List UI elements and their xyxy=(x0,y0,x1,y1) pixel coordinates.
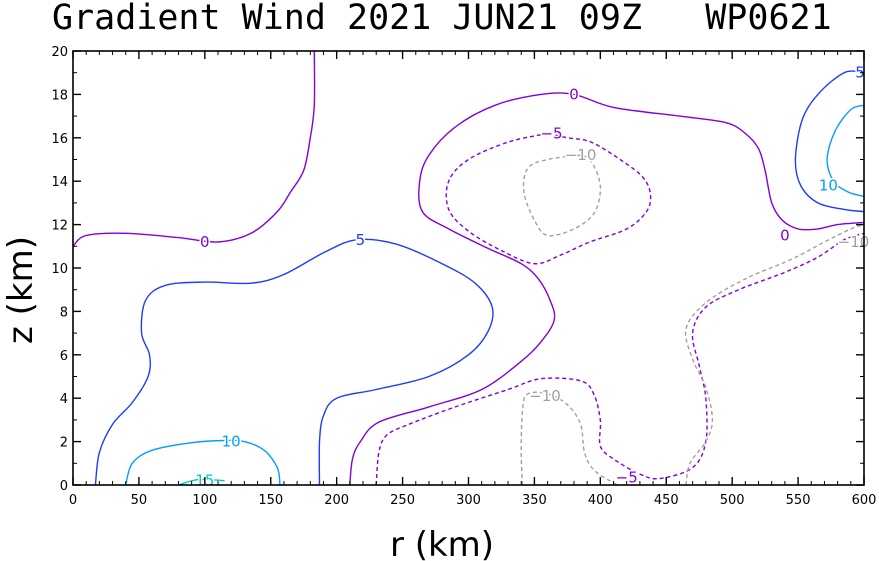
contour-line-cm10_right xyxy=(684,223,865,486)
contour-label-5: 10 xyxy=(222,433,241,451)
contour-line-c5_left xyxy=(94,238,494,486)
x-tick-label: 500 xyxy=(720,493,745,508)
contour-line-cm10_upper xyxy=(522,154,602,237)
contour-label-9: −5 xyxy=(616,468,638,486)
contour-label-8: −5 xyxy=(540,124,562,142)
contour-label-1: 0 xyxy=(569,85,579,103)
contour-label-12: −10 xyxy=(838,233,870,251)
x-tick-label: 400 xyxy=(588,493,613,508)
x-tick-label: 150 xyxy=(258,493,283,508)
y-tick-label: 12 xyxy=(51,219,68,234)
y-axis-ticks: 0 2 4 6 8 10 12 14 16 18 20 xyxy=(51,45,864,494)
contour-line-c0_upper_left xyxy=(72,50,316,247)
contour-label-0: 0 xyxy=(200,233,210,251)
contour-label-3: 5 xyxy=(356,231,366,249)
contour-label-2: 0 xyxy=(780,226,790,244)
y-axis-label: z (km) xyxy=(1,236,41,344)
x-tick-label: 200 xyxy=(324,493,349,508)
contour-line-c15_bottom xyxy=(178,478,225,486)
x-tick-label: 600 xyxy=(852,493,877,508)
x-tick-label: 450 xyxy=(654,493,679,508)
x-tick-label: 300 xyxy=(456,493,481,508)
contour-label-11: −10 xyxy=(529,387,561,405)
y-tick-label: 2 xyxy=(60,436,68,451)
y-tick-label: 20 xyxy=(51,45,68,60)
x-tick-label: 250 xyxy=(390,493,415,508)
y-tick-label: 10 xyxy=(51,262,68,277)
x-axis-ticks: 0 50 100 150 200 250 300 350 400 450 500 550 600 xyxy=(69,51,877,508)
contour-line-cm10_lower xyxy=(520,391,621,486)
contour-layer xyxy=(72,50,865,486)
x-tick-label: 0 xyxy=(69,493,77,508)
contour-line-cm5_lower xyxy=(375,232,865,486)
y-tick-label: 0 xyxy=(60,479,68,494)
contour-line-c10_upper_right xyxy=(826,104,865,198)
contour-line-c5_upper_right xyxy=(794,70,865,213)
contour-line-c10_bottom xyxy=(125,439,281,486)
y-tick-label: 16 xyxy=(51,132,68,147)
x-tick-label: 100 xyxy=(192,493,217,508)
contour-line-cm5_upper xyxy=(445,132,652,265)
x-tick-label: 550 xyxy=(786,493,811,508)
y-tick-label: 6 xyxy=(60,349,68,364)
x-tick-label: 50 xyxy=(131,493,148,508)
y-tick-label: 4 xyxy=(60,392,68,407)
plot-frame xyxy=(72,50,865,486)
contour-label-10: −10 xyxy=(565,146,597,164)
chart-title: Gradient Wind 2021 JUN21 09Z WP0621 xyxy=(52,0,832,38)
contour-line-c0_main xyxy=(349,92,865,486)
y-tick-label: 18 xyxy=(51,88,68,103)
y-tick-label: 14 xyxy=(51,175,68,190)
y-tick-label: 8 xyxy=(60,305,68,320)
contour-label-6: 10 xyxy=(819,177,838,195)
x-axis-label: r (km) xyxy=(390,525,494,561)
x-tick-label: 350 xyxy=(522,493,547,508)
